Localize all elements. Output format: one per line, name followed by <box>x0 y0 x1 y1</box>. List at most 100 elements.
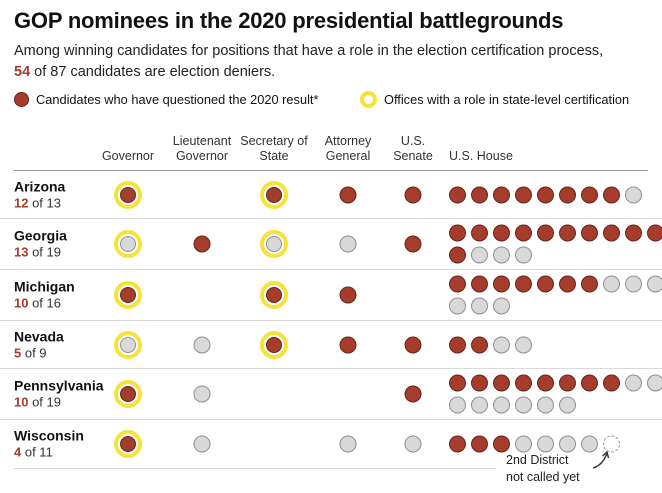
denier-dot <box>515 224 532 242</box>
state-name: Arizona <box>14 178 66 194</box>
office-cell-lieutenant-governor <box>193 385 211 403</box>
non-denier-dot <box>559 396 576 414</box>
non-denier-dot <box>493 396 510 414</box>
column-header-attorney-general: Attorney General <box>324 134 372 163</box>
denier-dot <box>404 186 422 203</box>
legend-item-denier: Candidates who have questioned the 2020 … <box>14 89 318 109</box>
total-number: of 19 <box>28 244 61 260</box>
denier-dot <box>537 275 554 293</box>
office-cell-lieutenant-governor <box>193 235 211 253</box>
denier-dot <box>493 435 510 453</box>
house-dot-line <box>449 224 662 242</box>
state-denier-count: 10 of 16 <box>14 296 75 312</box>
certification-ring <box>114 230 142 258</box>
office-cell-attorney-general <box>339 435 357 453</box>
non-denier-dot <box>537 435 554 453</box>
office-cell-secretary-of-state <box>260 330 288 359</box>
house-dots <box>449 336 532 353</box>
denier-dot <box>339 286 357 304</box>
house-dot-line <box>449 275 662 293</box>
non-denier-dot <box>647 275 662 293</box>
state-name: Nevada <box>14 328 64 344</box>
certification-ring <box>114 330 142 359</box>
certification-ring <box>114 281 142 309</box>
denier-dot <box>515 374 532 392</box>
denier-dot <box>471 435 488 453</box>
total-number: of 16 <box>28 295 61 311</box>
office-cell-governor <box>114 180 142 209</box>
non-denier-dot <box>493 246 510 264</box>
certification-ring <box>114 180 142 209</box>
legend-item-certification: Offices with a role in state-level certi… <box>360 89 629 109</box>
annotation-line1: 2nd District <box>506 453 569 467</box>
denier-dot <box>559 186 576 203</box>
chart-title: GOP nominees in the 2020 presidential ba… <box>14 8 564 33</box>
denier-dot <box>449 186 466 203</box>
denier-dot <box>471 374 488 392</box>
non-denier-dot <box>471 246 488 264</box>
state-row-michigan: Michigan 10 of 16 <box>0 270 662 321</box>
state-row-georgia: Georgia 13 of 19 <box>0 219 662 270</box>
column-header-us-senate: U.S. Senate <box>393 134 433 163</box>
state-label: Nevada 5 of 9 <box>14 328 64 361</box>
house-dots <box>449 435 620 453</box>
state-label: Michigan 10 of 16 <box>14 279 75 312</box>
denier-dot <box>581 186 598 203</box>
office-cell-us-senate <box>404 186 422 203</box>
total-number: of 11 <box>21 444 53 460</box>
denier-dot <box>266 186 282 203</box>
denier-dot <box>193 235 211 253</box>
non-denier-dot <box>404 435 422 453</box>
denier-dot <box>581 224 598 242</box>
denier-dot <box>339 186 357 203</box>
office-cell-us-senate <box>404 435 422 453</box>
office-cell-governor <box>114 330 142 359</box>
state-row-wisconsin: Wisconsin 4 of 11 <box>0 420 662 468</box>
office-cell-lieutenant-governor <box>193 336 211 353</box>
house-dot-line <box>449 336 532 353</box>
denier-dot <box>449 275 466 293</box>
denier-dot <box>120 287 136 303</box>
denier-dot <box>120 436 136 452</box>
non-denier-dot <box>449 396 466 414</box>
house-dot-line <box>449 297 662 315</box>
subtitle-line1: Among winning candidates for positions t… <box>14 43 604 59</box>
non-denier-dot <box>625 186 642 203</box>
non-denier-dot <box>493 336 510 353</box>
denier-number: 4 <box>14 444 22 460</box>
subtitle-line2: of 87 candidates are election deniers. <box>30 64 276 80</box>
state-row-pennsylvania: Pennsylvania 10 of 19 <box>0 369 662 420</box>
column-header-us-house: U.S. House <box>449 149 513 163</box>
state-row-nevada: Nevada 5 of 9 <box>0 321 662 369</box>
denier-dot <box>515 186 532 203</box>
office-cell-secretary-of-state <box>260 230 288 258</box>
denier-dot <box>537 224 554 242</box>
office-cell-governor <box>114 380 142 408</box>
column-headers: Governor Lieutenant Governor Secretary o… <box>0 120 662 170</box>
uncalled-district-annotation: 2nd District not called yet <box>506 452 580 485</box>
non-denier-dot <box>193 435 211 453</box>
non-denier-dot <box>193 336 211 353</box>
legend-denier-label: Candidates who have questioned the 2020 … <box>36 91 319 107</box>
annotation-line2: not called yet <box>506 469 580 484</box>
state-label: Pennsylvania 10 of 19 <box>14 378 104 411</box>
non-denier-dot <box>625 374 642 392</box>
certification-ring <box>260 281 288 309</box>
house-dots <box>449 186 642 203</box>
denier-dot <box>647 224 662 242</box>
office-cell-us-senate <box>404 235 422 253</box>
denier-dot <box>471 186 488 203</box>
denier-dot <box>559 224 576 242</box>
denier-dot <box>493 186 510 203</box>
house-dot-line <box>449 246 662 264</box>
office-cell-governor <box>114 430 142 458</box>
state-name: Michigan <box>14 278 75 295</box>
non-denier-dot <box>266 236 282 252</box>
office-cell-attorney-general <box>339 186 357 203</box>
annotation-arrow-icon <box>592 450 610 469</box>
house-dot-line <box>449 396 662 414</box>
state-denier-count: 12 of 13 <box>14 195 65 211</box>
office-cell-attorney-general <box>339 286 357 304</box>
denier-dot <box>471 336 488 353</box>
denier-dot <box>404 235 422 253</box>
